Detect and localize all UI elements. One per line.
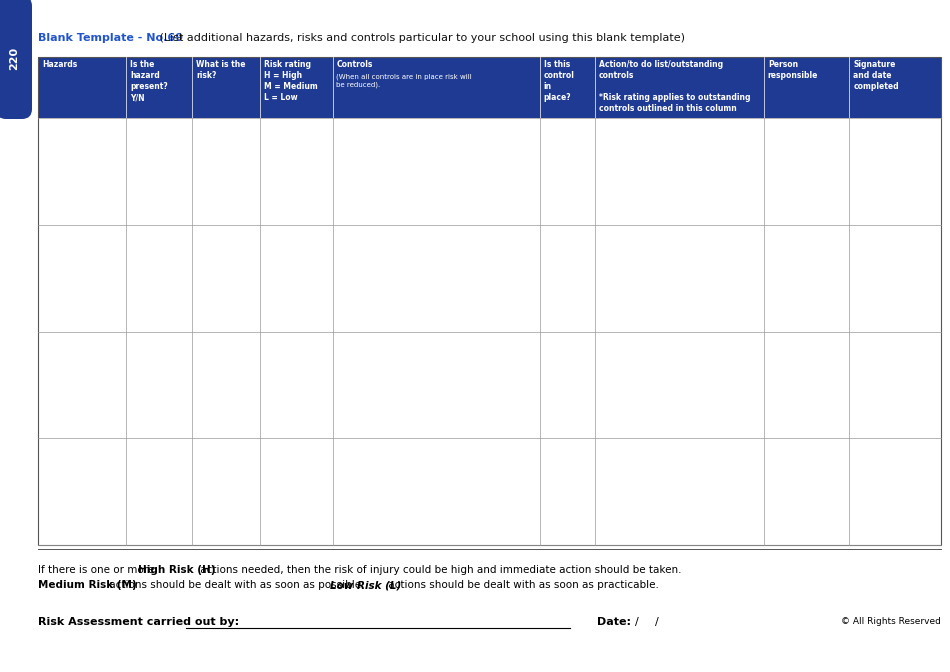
Text: If there is one or more: If there is one or more: [38, 565, 158, 575]
Text: Risk Assessment carried out by:: Risk Assessment carried out by:: [38, 617, 239, 627]
Bar: [38, 57, 940, 545]
Text: Signature
and date
completed: Signature and date completed: [853, 60, 899, 91]
Text: Hazards: Hazards: [42, 60, 77, 69]
Text: Risk rating
H = High
M = Medium
L = Low: Risk rating H = High M = Medium L = Low: [264, 60, 318, 102]
Text: actions should be dealt with as soon as possible.: actions should be dealt with as soon as …: [106, 580, 378, 590]
Text: 220: 220: [9, 46, 19, 70]
Text: Person
responsible: Person responsible: [768, 60, 818, 80]
Text: © All Rights Reserved: © All Rights Reserved: [841, 618, 940, 626]
Text: Low Risk (L): Low Risk (L): [331, 580, 402, 590]
Text: What is the
risk?: What is the risk?: [196, 60, 245, 80]
Text: (When all controls are in place risk will
be reduced).: (When all controls are in place risk wil…: [336, 73, 472, 87]
Text: Blank Template - No.69: Blank Template - No.69: [38, 33, 183, 43]
Text: Is this
control
in
place?: Is this control in place?: [543, 60, 575, 102]
Bar: [38, 57, 940, 118]
Text: actions needed, then the risk of injury could be high and immediate action shoul: actions needed, then the risk of injury …: [197, 565, 681, 575]
Text: Action/to do list/outstanding
controls

*Risk rating applies to outstanding
cont: Action/to do list/outstanding controls *…: [598, 60, 750, 114]
Text: Controls: Controls: [336, 60, 372, 69]
Text: Medium Risk (M): Medium Risk (M): [38, 580, 137, 590]
Text: (List additional hazards, risks and controls particular to your school using thi: (List additional hazards, risks and cont…: [156, 33, 685, 43]
Text: Date:: Date:: [597, 617, 631, 627]
Text: actions should be dealt with as soon as practicable.: actions should be dealt with as soon as …: [385, 580, 659, 590]
Text: /: /: [655, 617, 658, 627]
Text: /: /: [635, 617, 638, 627]
Text: Is the
hazard
present?
Y/N: Is the hazard present? Y/N: [130, 60, 168, 102]
FancyBboxPatch shape: [0, 0, 32, 119]
Text: High Risk (H): High Risk (H): [138, 565, 215, 575]
